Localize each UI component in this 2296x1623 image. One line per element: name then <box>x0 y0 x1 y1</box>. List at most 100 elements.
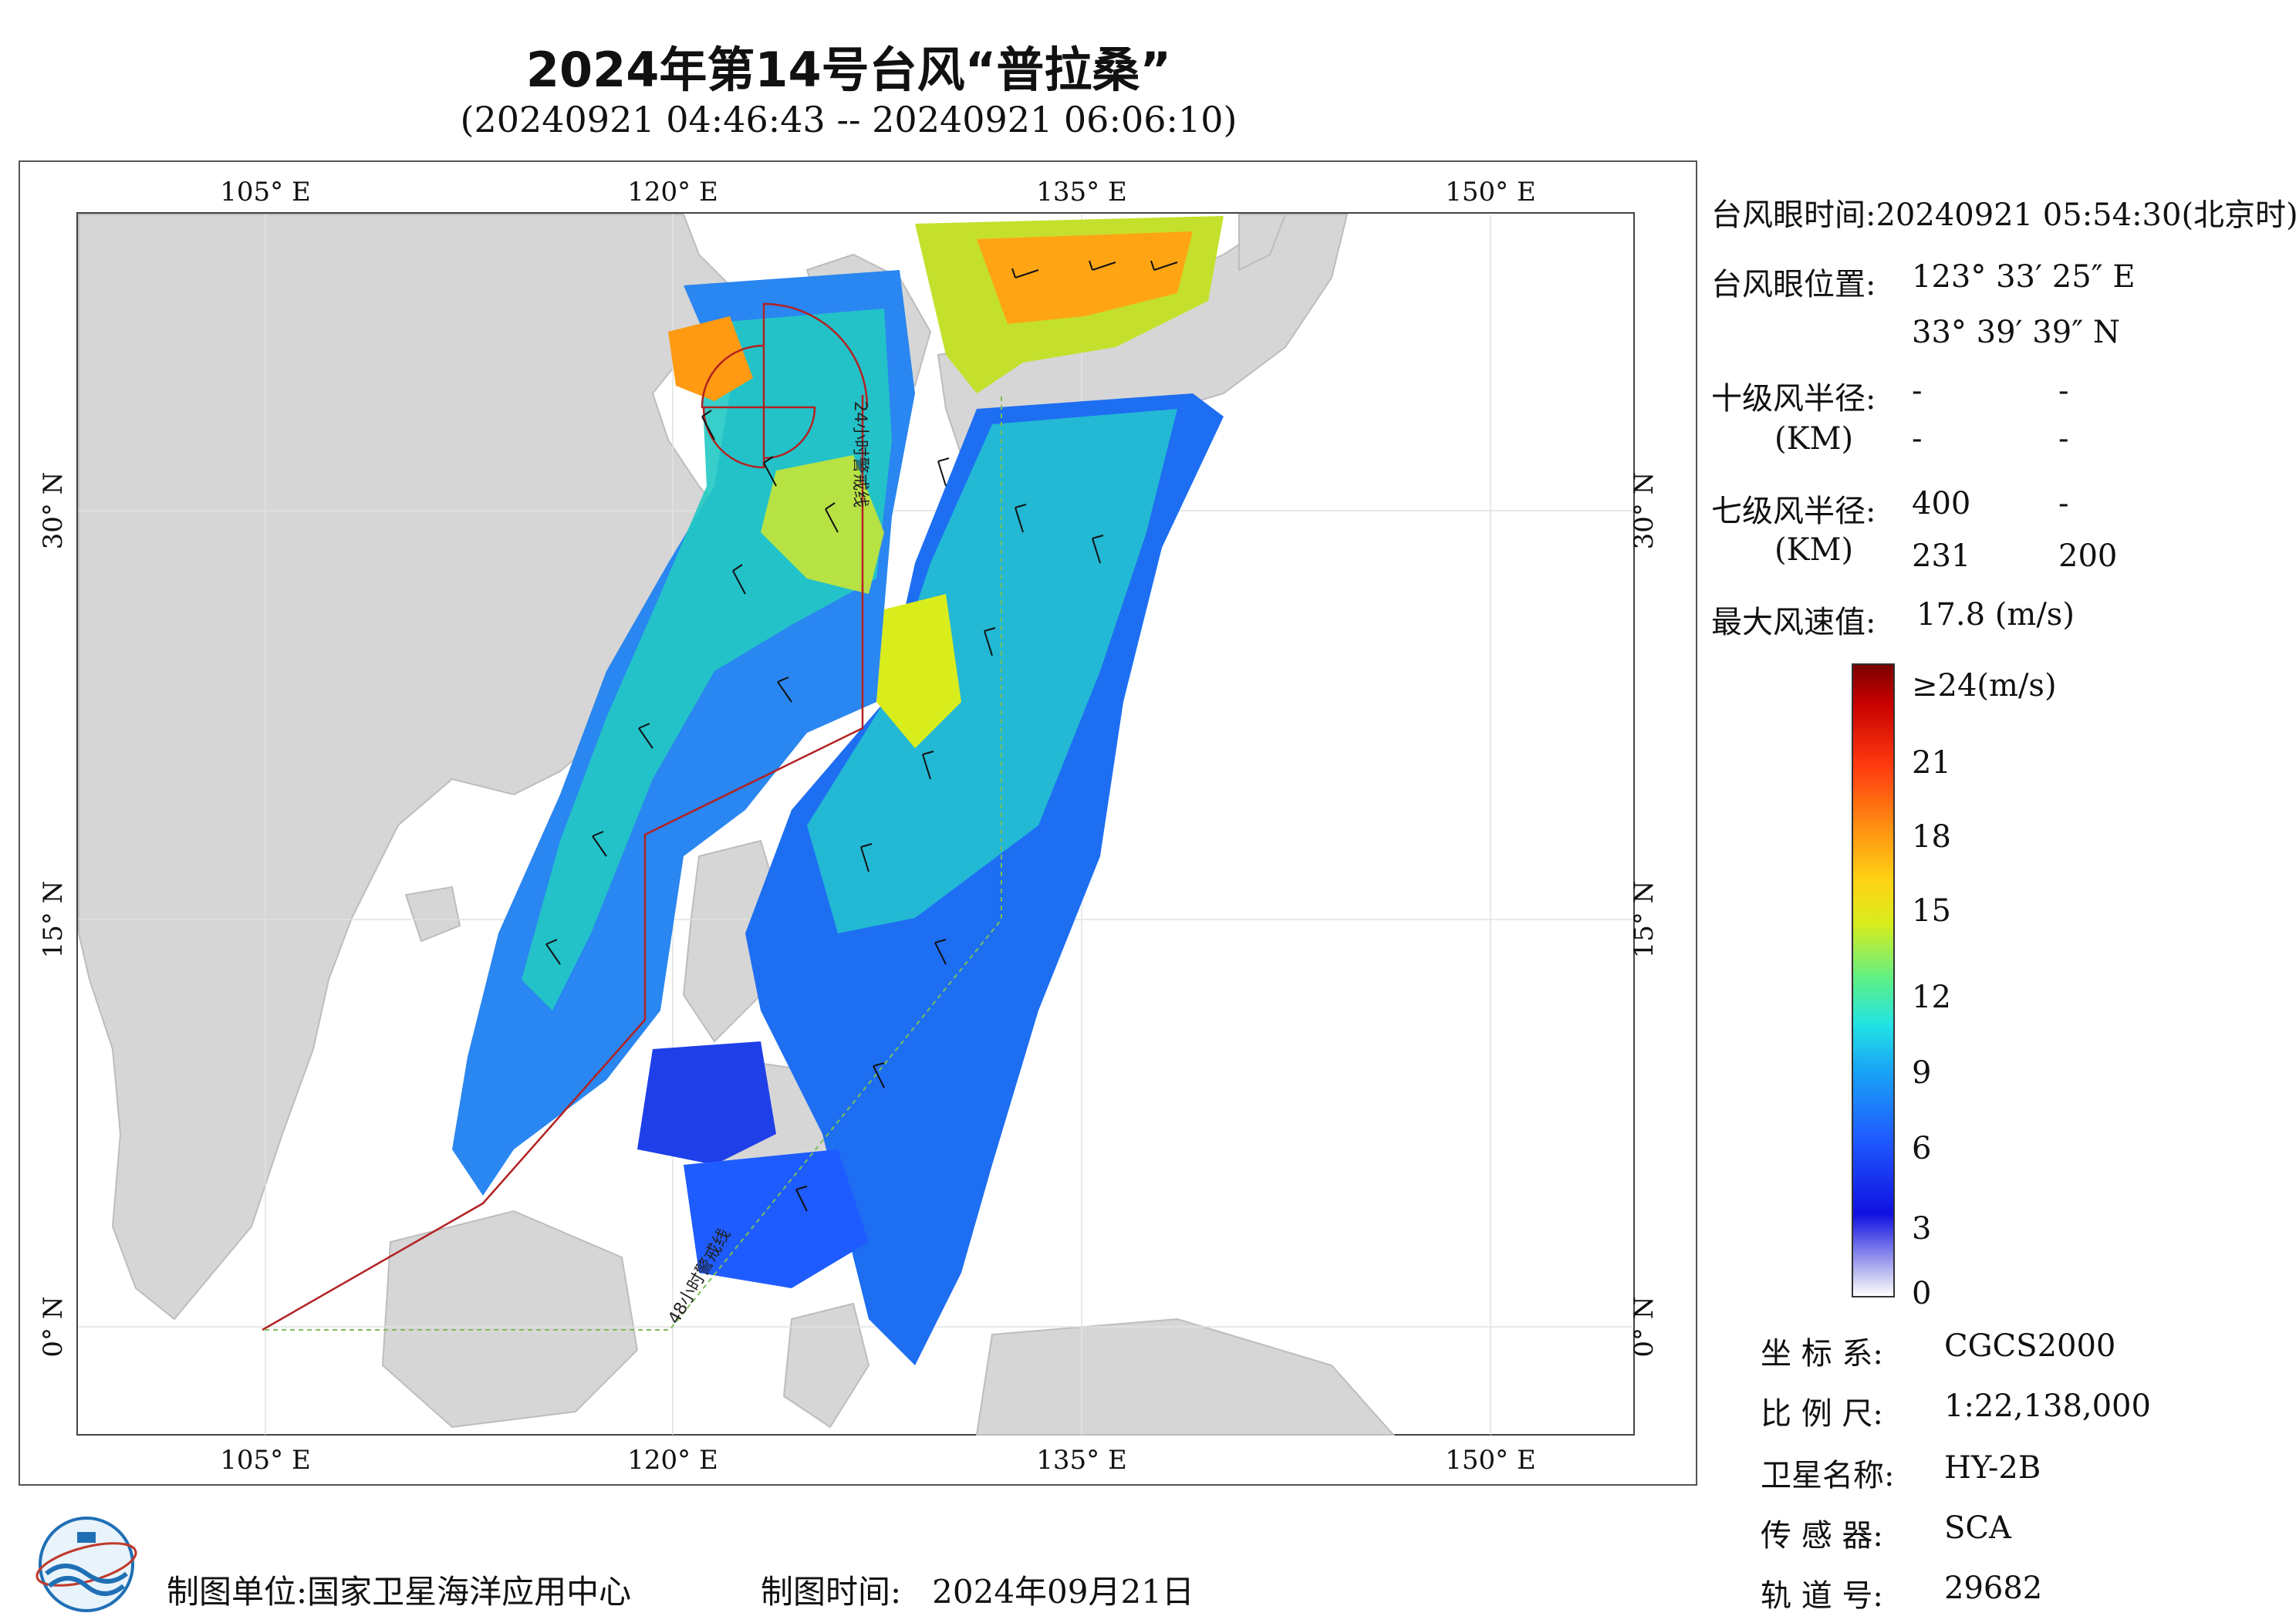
r7-quadrant-ne <box>762 302 869 408</box>
lon-label-top: 105° E <box>220 177 311 208</box>
lon-label-top: 135° E <box>1036 177 1127 208</box>
wind-barb <box>984 627 996 656</box>
eye-lat: 33° 39′ 39″ N <box>1912 315 2120 350</box>
lat-label-right: 15° N <box>1629 881 1660 959</box>
sakhalin-hokkaido <box>1238 214 1287 272</box>
r7-quadrant-nw <box>701 344 765 409</box>
wind-barb <box>1015 504 1027 533</box>
colorbar-label: ≥24(m/s) <box>1912 668 2057 704</box>
wind-barb <box>777 677 792 703</box>
crs-label: 坐 标 系: <box>1761 1336 1883 1372</box>
colorbar-label: 6 <box>1912 1131 1932 1166</box>
wind-radius-sectors <box>701 302 869 469</box>
new-guinea-island <box>975 1318 1396 1436</box>
map-time-range: (20240921 04:46:43 -- 20240921 06:06:10) <box>460 99 1237 140</box>
colorbar-label: 3 <box>1912 1211 1932 1247</box>
eye-time-label: 台风眼时间: <box>1711 197 1876 233</box>
wind-field-map: 24小时警戒线 48小时警戒线 105° E <box>38 177 1660 1476</box>
satellite-label: 卫星名称: <box>1761 1458 1895 1493</box>
swath-east-peak <box>977 231 1193 324</box>
swath-east-mid <box>807 409 1177 933</box>
lon-label-bottom: 135° E <box>1036 1445 1127 1476</box>
orbit-label: 轨 道 号: <box>1761 1578 1883 1614</box>
borneo-island <box>381 1210 639 1429</box>
wind-barb <box>1150 260 1178 271</box>
lon-label-top: 120° E <box>627 177 718 208</box>
map-title: 2024年第14号台风“普拉桑” <box>525 42 1172 98</box>
r10-value: - <box>2058 421 2069 457</box>
lat-label-right: 30° N <box>1629 472 1660 550</box>
r7-value: 400 <box>1912 486 1971 521</box>
lon-label-top: 150° E <box>1445 177 1536 208</box>
sensor-label: 传 感 器: <box>1761 1518 1883 1554</box>
wind-swath-west <box>452 270 915 1196</box>
km-label: (KM) <box>1774 532 1854 568</box>
wind-swath-east <box>637 216 1224 1365</box>
orbit-value: 29682 <box>1944 1571 2043 1606</box>
max-wind-value: 17.8 (m/s) <box>1916 597 2075 633</box>
swath-west-peak <box>668 316 753 401</box>
swath-south-blue2 <box>684 1149 869 1288</box>
crs-value: CGCS2000 <box>1944 1328 2116 1364</box>
warning-label-24h: 24小时警戒线 <box>850 401 869 508</box>
wind-barb <box>1011 268 1039 278</box>
scale-label: 比 例 尺: <box>1761 1396 1883 1432</box>
wind-barb <box>1092 535 1104 564</box>
r10-value: - <box>1912 373 1923 409</box>
r7-quadrant-se <box>763 406 816 460</box>
wind-barb <box>860 843 873 872</box>
wind-barb <box>934 939 947 965</box>
wind-barb <box>592 831 607 857</box>
wind-barb <box>638 723 653 749</box>
wind-barb <box>732 564 746 595</box>
wind-barb <box>1089 260 1116 271</box>
km-label: (KM) <box>1774 421 1854 457</box>
wind-barb <box>763 456 777 487</box>
footer-unit-label: 制图单位: <box>167 1573 308 1611</box>
footer-unit: 制图单位:国家卫星海洋应用中心 <box>167 1566 631 1613</box>
swath-west-high <box>761 455 884 594</box>
axis-labels: 105° E 120° E 135° E 150° E 105° E 120° … <box>38 177 1660 1476</box>
r7-label: 七级风半径: <box>1711 494 1876 529</box>
wind-barb <box>873 1062 885 1088</box>
r7-value: 231 <box>1912 538 1971 574</box>
eye-pos-label: 台风眼位置: <box>1711 267 1876 302</box>
footer-date-label: 制图时间: <box>761 1573 902 1611</box>
lon-label-bottom: 150° E <box>1445 1445 1536 1476</box>
wind-barb <box>701 410 715 440</box>
colorbar-label: 15 <box>1912 893 1951 929</box>
lat-label-left: 30° N <box>38 472 69 550</box>
warning-line-24h <box>262 395 864 1331</box>
wind-barb <box>922 751 934 780</box>
map-frame: 24小时警戒线 48小时警戒线 105° E <box>19 160 1697 1486</box>
wind-barb <box>795 1186 808 1212</box>
satellite-value: HY-2B <box>1944 1450 2041 1486</box>
swath-east-yellow <box>876 594 961 748</box>
colorbar-label: 9 <box>1912 1055 1932 1091</box>
wind-barb <box>825 502 839 533</box>
footer-date: 制图时间: 2024年09月21日 <box>761 1566 1194 1613</box>
colorbar-label: 0 <box>1912 1276 1932 1311</box>
eye-time-value: 20240921 05:54:30(北京时) <box>1876 197 2296 233</box>
wind-barb <box>545 939 561 965</box>
wind-speed-colorbar <box>1852 663 1895 1297</box>
r10-label: 十级风半径: <box>1711 381 1876 417</box>
r7-value: - <box>2058 486 2069 521</box>
max-wind-label: 最大风速值: <box>1711 605 1876 640</box>
sensor-value: SCA <box>1944 1510 2011 1546</box>
wind-barbs <box>545 260 1178 1212</box>
sulawesi-island <box>782 1302 870 1429</box>
swath-south-blue <box>637 1041 776 1165</box>
scale-value: 1:22,138,000 <box>1944 1388 2151 1424</box>
r7-quadrant-sw <box>702 407 765 469</box>
footer-unit-value: 国家卫星海洋应用中心 <box>307 1573 632 1611</box>
r10-value: - <box>2058 373 2069 409</box>
r7-value: 200 <box>2058 538 2118 574</box>
lat-label-right: 0° N <box>1629 1296 1660 1357</box>
lat-label-left: 15° N <box>38 881 69 959</box>
r10-value: - <box>1912 421 1923 457</box>
lon-label-bottom: 120° E <box>627 1445 718 1476</box>
lon-label-bottom: 105° E <box>220 1445 311 1476</box>
wind-barb <box>937 457 950 487</box>
colorbar-label: 12 <box>1912 980 1951 1015</box>
